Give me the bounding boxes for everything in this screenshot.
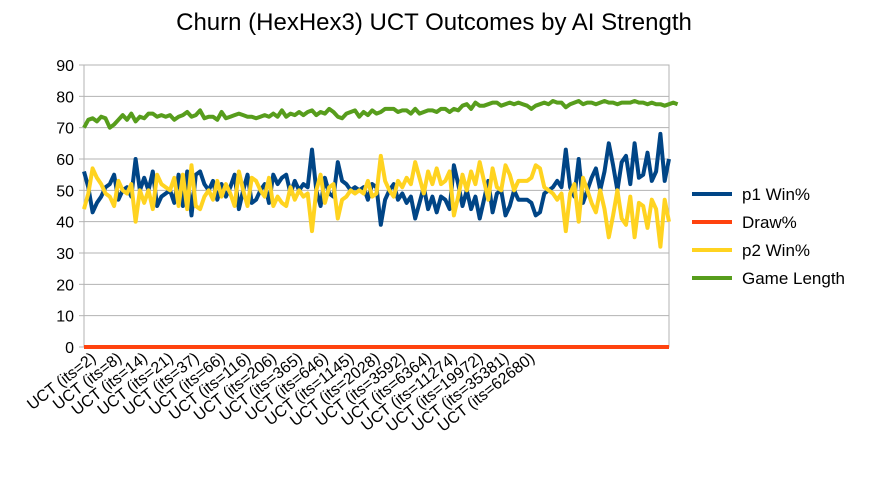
plot-area: 0 10 20 30 40 50 60 70 80 90 UCT (its=2)UCT (its=… xyxy=(24,58,679,436)
y-tick-label: 70 xyxy=(56,121,74,138)
x-axis-ticks: UCT (its=2)UCT (its=8)UCT (its=14)UCT (i… xyxy=(24,350,538,436)
y-tick-label: 30 xyxy=(56,246,74,263)
y-tick-label: 60 xyxy=(56,152,74,169)
y-tick-label: 80 xyxy=(56,89,74,106)
legend-label: Game Length xyxy=(742,269,845,288)
y-tick-label: 0 xyxy=(65,340,74,357)
legend-label: p1 Win% xyxy=(742,185,810,204)
series-line-2 xyxy=(82,153,671,249)
y-tick-label: 10 xyxy=(56,309,74,326)
chart-title: Churn (HexHex3) UCT Outcomes by AI Stren… xyxy=(176,9,692,36)
legend-label: Draw% xyxy=(742,213,797,232)
y-tick-label: 20 xyxy=(56,277,74,294)
y-axis-ticks: 0 10 20 30 40 50 60 70 80 90 xyxy=(56,58,74,357)
y-tick-label: 40 xyxy=(56,215,74,232)
legend-label: p2 Win% xyxy=(742,241,810,260)
legend: p1 Win% Draw% p2 Win% Game Length xyxy=(692,185,845,288)
y-tick-label: 50 xyxy=(56,183,74,200)
series-line-3 xyxy=(82,99,679,130)
y-tick-label: 90 xyxy=(56,58,74,75)
series-lines xyxy=(82,99,679,349)
